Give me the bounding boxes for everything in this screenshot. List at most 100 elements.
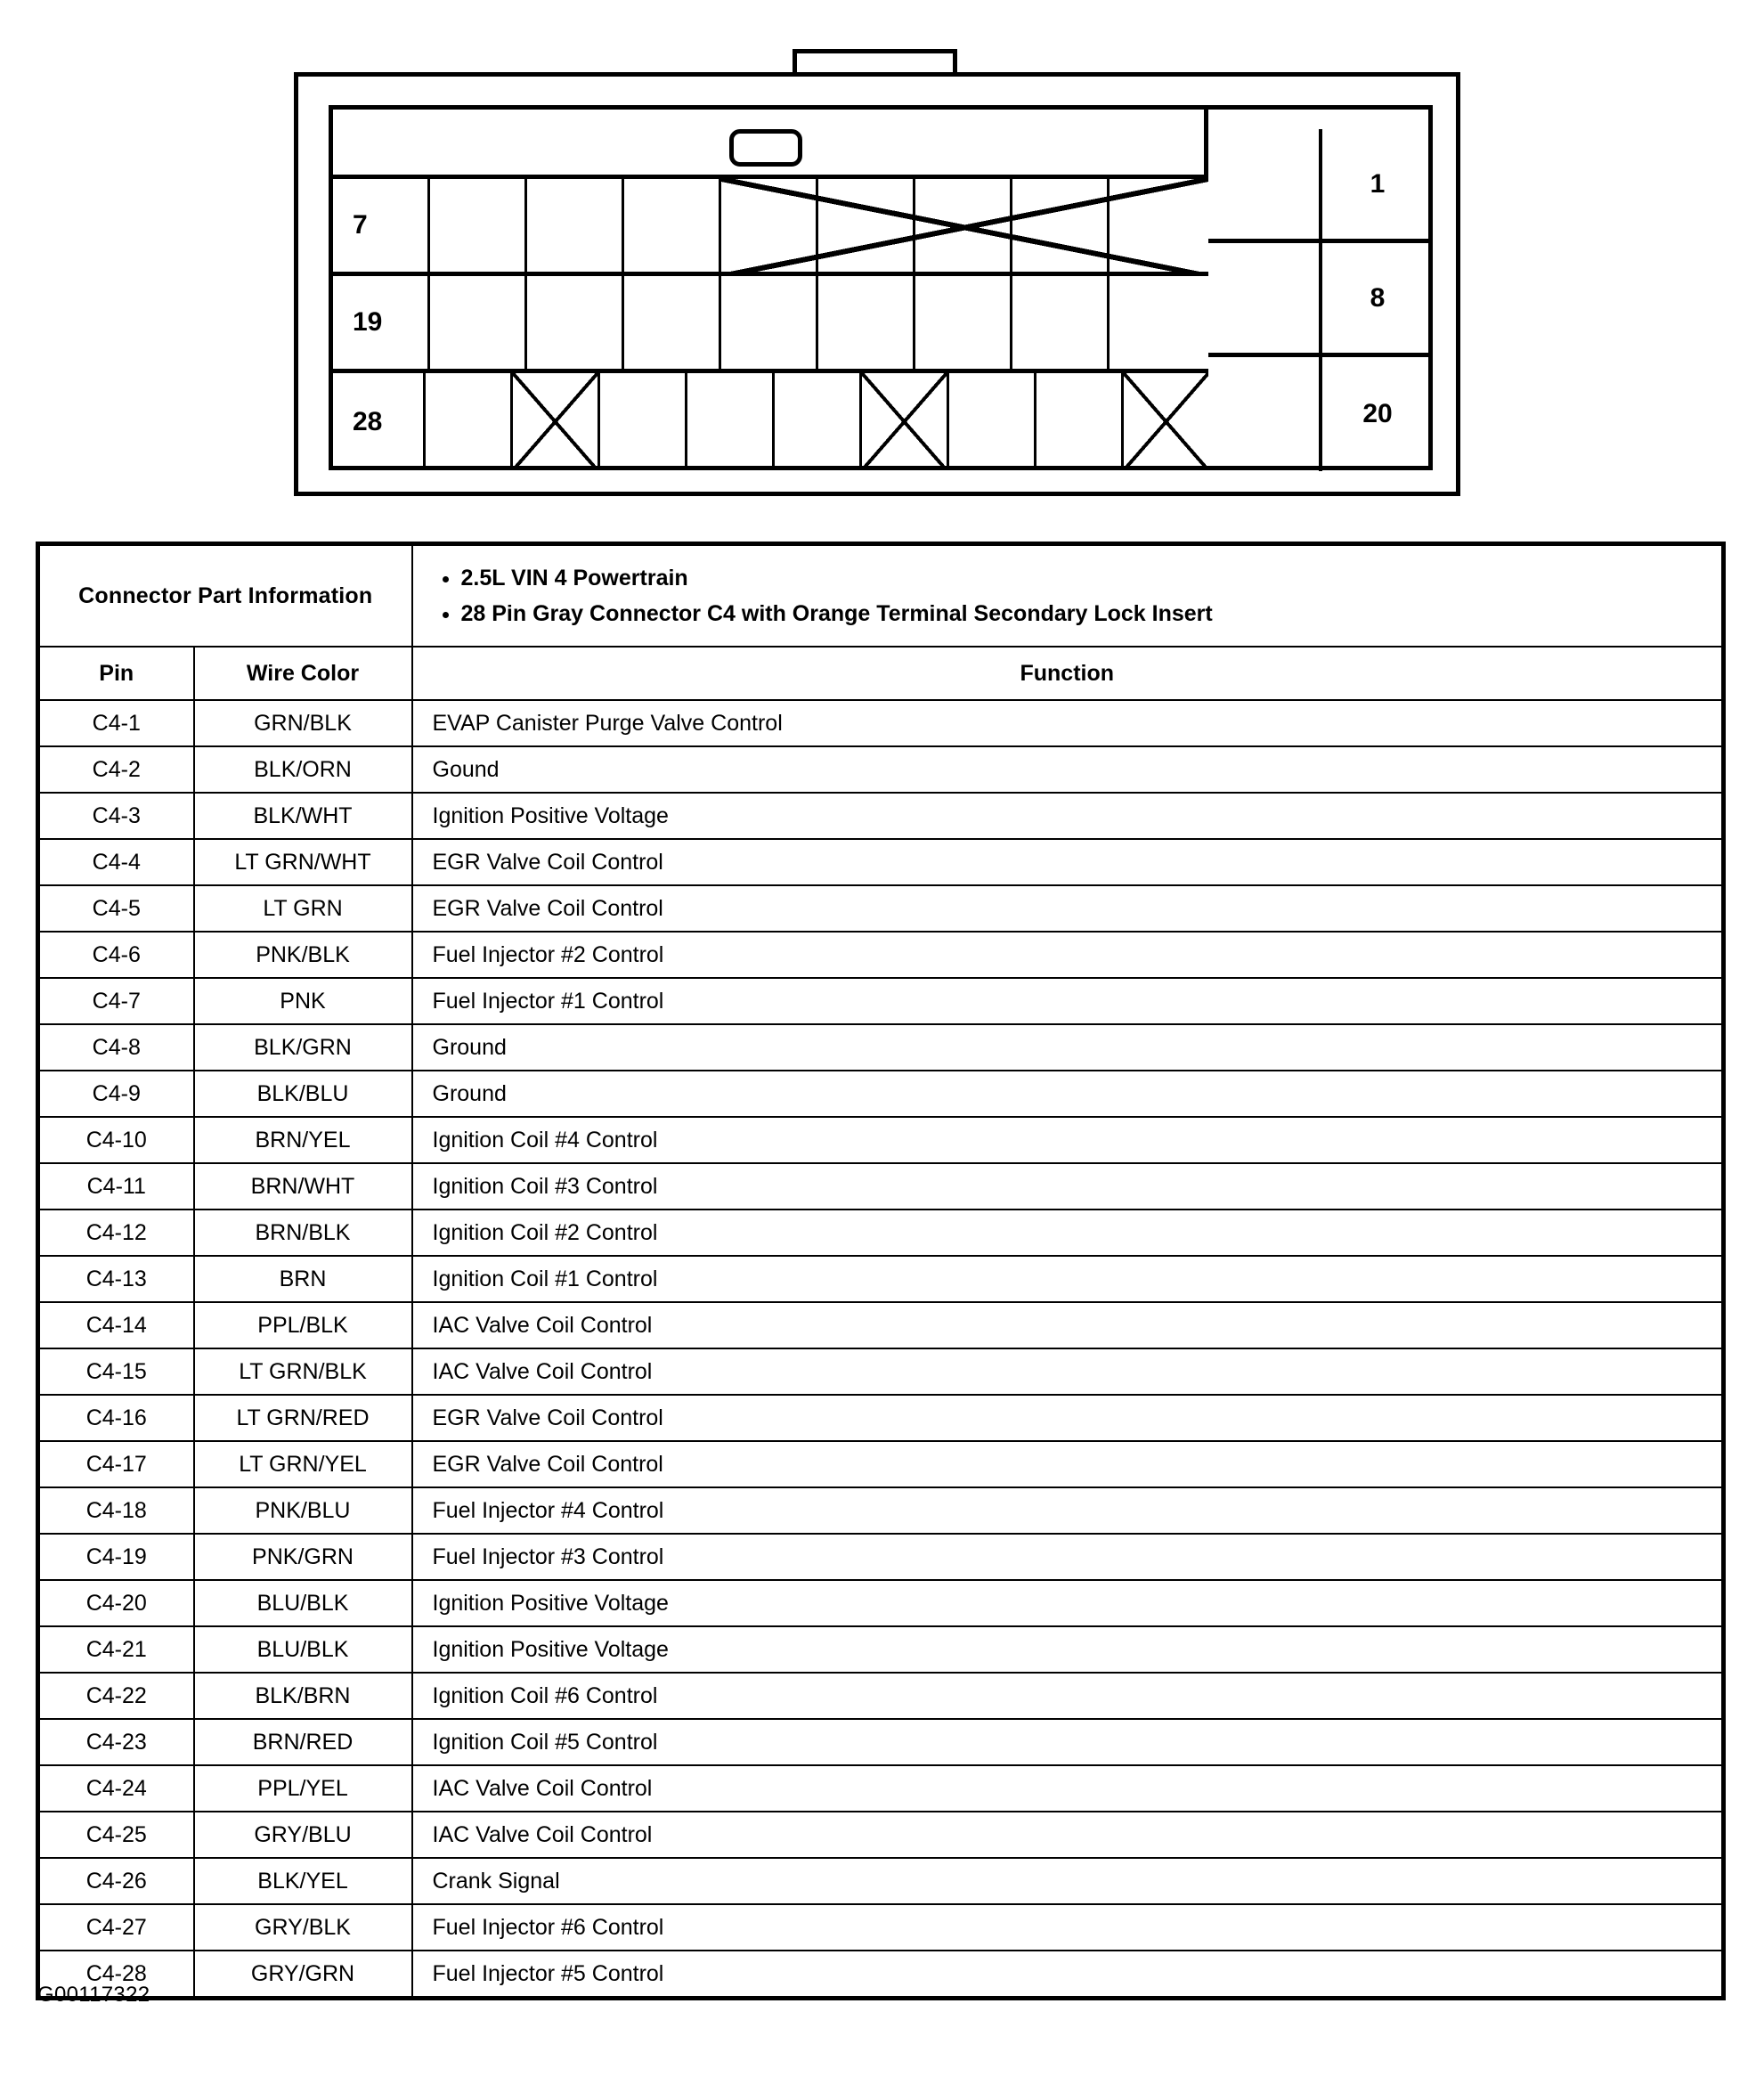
cell-wire-color: LT GRN/RED xyxy=(192,1394,413,1442)
pin-cell xyxy=(818,179,915,272)
pin-cell xyxy=(818,276,915,369)
pin-cell xyxy=(775,373,862,470)
table-row: C4-2 BLK/ORN Gound xyxy=(36,745,1726,794)
side-grid-row-3: 20 xyxy=(1208,357,1433,471)
cell-pin: C4-26 xyxy=(36,1857,195,1905)
table-row: C4-11 BRN/WHT Ignition Coil #3 Control xyxy=(36,1162,1726,1210)
cell-pin: C4-21 xyxy=(36,1625,195,1674)
cell-pin: C4-15 xyxy=(36,1348,195,1396)
cell-pin: C4-9 xyxy=(36,1070,195,1118)
table-row: C4-8 BLK/GRN Ground xyxy=(36,1023,1726,1071)
cell-function: IAC Valve Coil Control xyxy=(411,1764,1726,1812)
cell-wire-color: BLK/ORN xyxy=(192,745,413,794)
connector-inner-body: 7 19 xyxy=(329,105,1433,471)
side-cell-blank xyxy=(1208,357,1322,471)
cell-pin: C4-20 xyxy=(36,1579,195,1627)
cell-wire-color: BLU/BLK xyxy=(192,1625,413,1674)
cell-wire-color: GRY/GRN xyxy=(192,1950,413,2000)
cell-wire-color: LT GRN/YEL xyxy=(192,1440,413,1488)
connector-pinout-table: Connector Part Information 2.5L VIN 4 Po… xyxy=(36,542,1726,2000)
pin-row-label-7: 7 xyxy=(333,179,430,272)
cell-function: Ignition Positive Voltage xyxy=(411,792,1726,840)
pin-cell xyxy=(527,276,624,369)
table-row: C4-19 PNK/GRN Fuel Injector #3 Control xyxy=(36,1533,1726,1581)
pin-cell xyxy=(600,373,687,470)
cell-wire-color: LT GRN xyxy=(192,884,413,933)
cell-wire-color: PNK/BLU xyxy=(192,1486,413,1535)
table-row: C4-17 LT GRN/YEL EGR Valve Coil Control xyxy=(36,1440,1726,1488)
pin-cell xyxy=(426,373,513,470)
pin-cell xyxy=(721,179,818,272)
cell-pin: C4-18 xyxy=(36,1486,195,1535)
connector-outer-shell: 7 19 xyxy=(294,72,1460,496)
column-header-pin: Pin xyxy=(36,646,195,701)
connector-pin-grid: 7 19 xyxy=(333,179,1208,470)
cell-function: Fuel Injector #2 Control xyxy=(411,931,1726,979)
cell-pin: C4-8 xyxy=(36,1023,195,1071)
cell-pin: C4-12 xyxy=(36,1209,195,1257)
cell-function: Fuel Injector #5 Control xyxy=(411,1950,1726,2000)
cell-wire-color: BRN/WHT xyxy=(192,1162,413,1210)
cell-function: IAC Valve Coil Control xyxy=(411,1348,1726,1396)
cell-function: Ignition Coil #3 Control xyxy=(411,1162,1726,1210)
cell-wire-color: PNK xyxy=(192,977,413,1025)
cell-wire-color: BRN/BLK xyxy=(192,1209,413,1257)
cell-wire-color: BLK/BRN xyxy=(192,1672,413,1720)
cell-function: Ignition Coil #4 Control xyxy=(411,1116,1726,1164)
table-row: C4-7 PNK Fuel Injector #1 Control xyxy=(36,977,1726,1025)
cell-wire-color: BLU/BLK xyxy=(192,1579,413,1627)
table-row: C4-21 BLU/BLK Ignition Positive Voltage xyxy=(36,1625,1726,1674)
unused-cavity-x-mark xyxy=(513,373,600,470)
cell-pin: C4-6 xyxy=(36,931,195,979)
pin-cell xyxy=(527,179,624,272)
cell-function: IAC Valve Coil Control xyxy=(411,1811,1726,1859)
unused-cavity-x-mark xyxy=(1124,373,1208,470)
table-row: C4-4 LT GRN/WHT EGR Valve Coil Control xyxy=(36,838,1726,886)
table-row: C4-15 LT GRN/BLK IAC Valve Coil Control xyxy=(36,1348,1726,1396)
part-info-note: 28 Pin Gray Connector C4 with Orange Ter… xyxy=(461,600,1722,628)
cell-wire-color: PPL/BLK xyxy=(192,1301,413,1349)
cell-function: Fuel Injector #1 Control xyxy=(411,977,1726,1025)
cell-pin: C4-25 xyxy=(36,1811,195,1859)
pin-cell xyxy=(624,179,721,272)
cell-function: Crank Signal xyxy=(411,1857,1726,1905)
cell-pin: C4-27 xyxy=(36,1903,195,1951)
cell-pin: C4-7 xyxy=(36,977,195,1025)
column-header-function: Function xyxy=(411,646,1726,701)
side-pin-label-1: 1 xyxy=(1370,168,1386,199)
figure-id-label: G00117322 xyxy=(37,1983,150,2007)
table-row: C4-20 BLU/BLK Ignition Positive Voltage xyxy=(36,1579,1726,1627)
connector-part-information-label: Connector Part Information xyxy=(36,542,413,648)
cell-function: Ignition Coil #1 Control xyxy=(411,1255,1726,1303)
cell-wire-color: GRY/BLU xyxy=(192,1811,413,1859)
table-row: C4-16 LT GRN/RED EGR Valve Coil Control xyxy=(36,1394,1726,1442)
cell-function: Gound xyxy=(411,745,1726,794)
cell-function: EGR Valve Coil Control xyxy=(411,884,1726,933)
cell-function: EGR Valve Coil Control xyxy=(411,1440,1726,1488)
cell-wire-color: GRY/BLK xyxy=(192,1903,413,1951)
cell-function: IAC Valve Coil Control xyxy=(411,1301,1726,1349)
cell-pin: C4-14 xyxy=(36,1301,195,1349)
cell-pin: C4-22 xyxy=(36,1672,195,1720)
cell-pin: C4-19 xyxy=(36,1533,195,1581)
cell-pin: C4-2 xyxy=(36,745,195,794)
unused-cavity-x-mark xyxy=(862,373,949,470)
pin-grid-row-1: 7 xyxy=(333,179,1208,276)
cell-wire-color: PNK/BLK xyxy=(192,931,413,979)
cell-wire-color: BLK/BLU xyxy=(192,1070,413,1118)
pin-cell xyxy=(915,179,1012,272)
cell-function: EGR Valve Coil Control xyxy=(411,1394,1726,1442)
side-cell-blank xyxy=(1208,243,1322,353)
table-row: C4-26 BLK/YEL Crank Signal xyxy=(36,1857,1726,1905)
pin-cell xyxy=(1036,373,1124,470)
table-row: C4-22 BLK/BRN Ignition Coil #6 Control xyxy=(36,1672,1726,1720)
cell-wire-color: BLK/WHT xyxy=(192,792,413,840)
cell-pin: C4-4 xyxy=(36,838,195,886)
pin-row-label-28: 28 xyxy=(333,373,426,470)
connector-part-information-notes: 2.5L VIN 4 Powertrain 28 Pin Gray Connec… xyxy=(411,542,1726,648)
table-row: C4-23 BRN/RED Ignition Coil #5 Control xyxy=(36,1718,1726,1766)
side-pin-label-8: 8 xyxy=(1370,282,1386,313)
table-row: C4-6 PNK/BLK Fuel Injector #2 Control xyxy=(36,931,1726,979)
pin-cell xyxy=(721,276,818,369)
pin-cell xyxy=(1012,276,1110,369)
